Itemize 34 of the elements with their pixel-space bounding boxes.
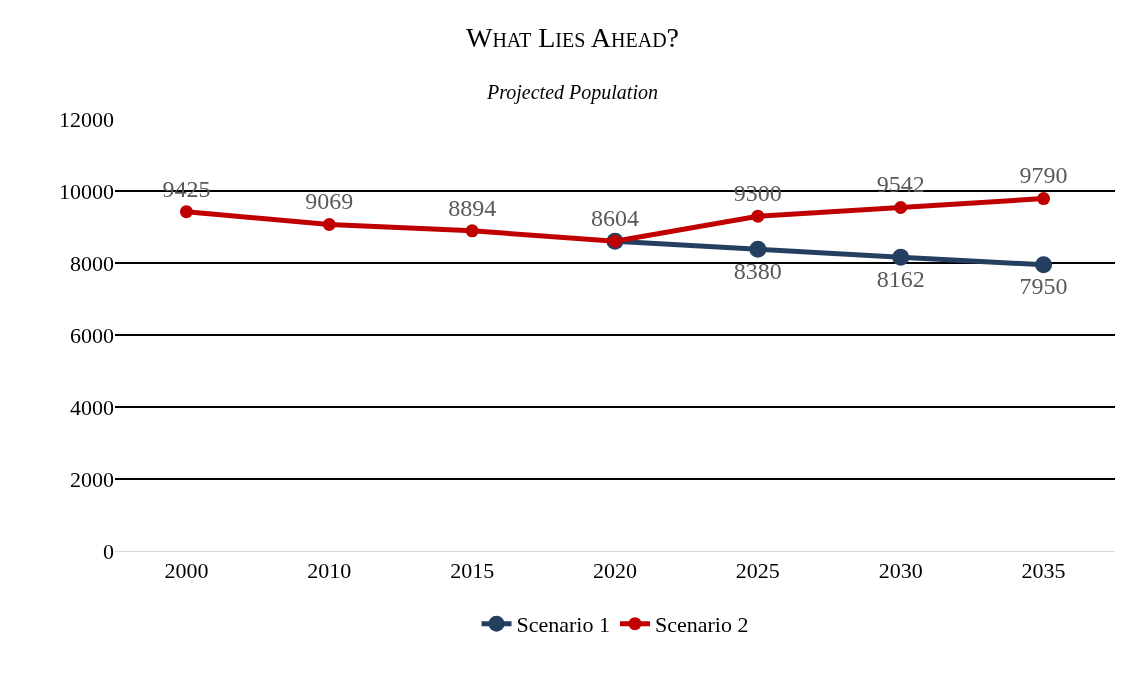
y-tick-label: 12000 (59, 106, 114, 132)
x-tick-label: 2020 (593, 558, 637, 584)
point (1037, 192, 1051, 206)
x-tick-label: 2025 (735, 558, 780, 584)
chart-title: What Lies Ahead? (465, 21, 680, 53)
x-tick-label: 2000 (164, 558, 209, 584)
data-label: 9790 (1019, 162, 1068, 189)
data-label: 8380 (733, 257, 782, 284)
y-tick-label: 4000 (70, 394, 114, 420)
x-tick-label: 2010 (307, 558, 352, 584)
point (179, 205, 193, 219)
data-label: 9069 (305, 188, 354, 215)
legend-label: Scenario 1 (516, 612, 610, 638)
data-label: 8604 (591, 205, 639, 232)
point (894, 200, 908, 214)
point (1035, 256, 1053, 274)
chart-subtitle: Projected Population (486, 80, 658, 104)
point (751, 209, 765, 223)
legend-label: Scenario 2 (654, 612, 749, 638)
y-tick-label: 2000 (70, 466, 114, 492)
data-label: 7950 (1019, 273, 1068, 300)
x-tick-label: 2015 (450, 558, 495, 584)
point (892, 248, 910, 266)
x-tick-label: 2030 (878, 558, 923, 584)
point (749, 240, 767, 258)
point (465, 224, 479, 238)
point (322, 218, 336, 232)
y-tick-label: 0 (103, 538, 114, 564)
data-label: 8894 (448, 194, 497, 221)
y-tick-label: 6000 (70, 322, 114, 348)
data-label: 8162 (876, 265, 925, 292)
y-tick-label: 10000 (59, 178, 114, 204)
y-tick-label: 8000 (70, 250, 114, 276)
x-tick-label: 2035 (1021, 558, 1066, 584)
